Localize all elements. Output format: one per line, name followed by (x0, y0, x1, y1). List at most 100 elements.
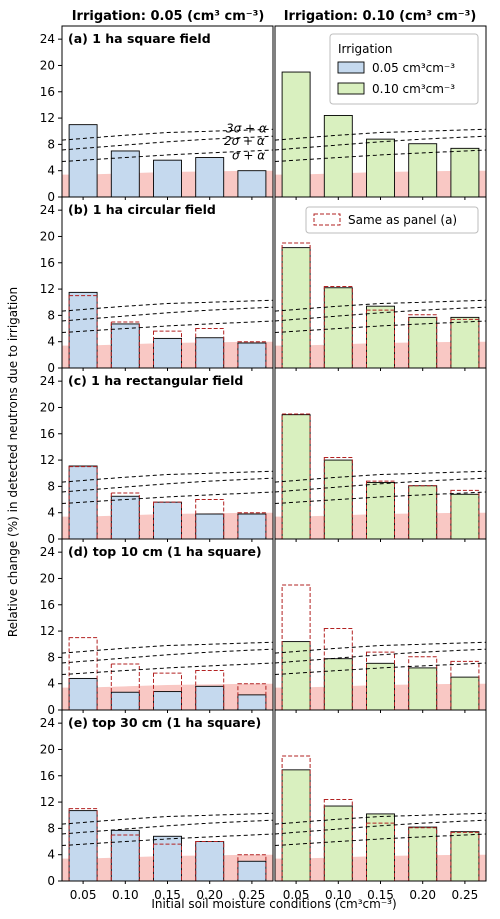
bar-right-0.20 (408, 143, 438, 198)
threshold-sigma-right (274, 149, 487, 162)
legend-swatch-0 (337, 61, 365, 74)
bar-right-0.20 (408, 316, 438, 369)
bar-left-0.05 (68, 677, 98, 711)
threshold-sigma-right (274, 662, 487, 675)
y-tick-label: 8 (47, 821, 55, 835)
threshold-3sigma-right (274, 812, 487, 825)
panel-4-left (61, 709, 274, 882)
y-tick-label: 12 (40, 795, 55, 809)
threshold-3sigma-left (61, 128, 274, 141)
y-tick-label: 20 (40, 229, 55, 243)
threshold-3sigma-right (274, 641, 487, 654)
threshold-3sigma-left (61, 470, 274, 483)
panel-1-right (274, 196, 487, 369)
panel-1-left (61, 196, 274, 369)
legend-b-swatch (313, 213, 341, 226)
label-3sigma: 3σ + α (226, 122, 267, 136)
ref-bar-right-0.05 (281, 755, 311, 882)
threshold-2sigma-right (274, 819, 487, 835)
legend-title: Irrigation (338, 42, 393, 56)
bar-left-0.20 (195, 841, 225, 882)
bar-right-0.05 (281, 641, 311, 711)
bar-right-0.25 (450, 831, 480, 882)
bar-left-0.10 (110, 829, 140, 882)
panel-2-left (61, 367, 274, 540)
x-tick-label-left: 0.15 (154, 888, 181, 902)
y-tick-label: 20 (40, 742, 55, 756)
y-tick-label: 16 (40, 769, 55, 783)
threshold-2sigma-left (61, 648, 274, 664)
legend-swatch-1 (337, 82, 365, 95)
threshold-3sigma-left (61, 812, 274, 825)
bar-right-0.25 (450, 147, 480, 198)
threshold-sigma-right (274, 320, 487, 333)
legend-same-as-a: Same as panel (a) (305, 206, 479, 234)
bar-right-0.15 (366, 305, 395, 369)
ref-bar-right-0.20 (408, 656, 438, 711)
y-tick-label: 20 (40, 571, 55, 585)
y-tick-label: 0 (47, 532, 55, 546)
ref-bar-right-0.05 (281, 413, 311, 540)
threshold-sigma-left (61, 491, 274, 504)
y-tick-label: 20 (40, 400, 55, 414)
y-tick-label: 0 (47, 361, 55, 375)
threshold-2sigma-left (61, 306, 274, 322)
y-tick-label: 16 (40, 598, 55, 612)
legend-frame (329, 33, 479, 105)
threshold-2sigma-right (274, 477, 487, 493)
y-tick-label: 20 (40, 58, 55, 72)
panel-2-right (274, 367, 487, 540)
ref-bar-right-0.20 (408, 314, 438, 369)
ref-bar-left-0.10 (110, 321, 140, 369)
y-tick-label: 8 (47, 308, 55, 322)
y-tick-label: 4 (47, 677, 55, 691)
legend-entry-1: 0.10 cm³cm⁻³ (372, 82, 455, 96)
bar-left-0.25 (237, 694, 267, 711)
bar-left-0.20 (195, 337, 225, 369)
y-tick-label: 24 (40, 203, 55, 217)
bar-right-0.20 (408, 826, 438, 882)
panel-3-left (61, 538, 274, 711)
bar-left-0.10 (110, 150, 140, 198)
bar-left-0.15 (153, 835, 182, 882)
ref-bar-left-0.10 (110, 663, 140, 711)
label-2sigma: 2σ + α (224, 134, 265, 148)
bar-left-0.10 (110, 495, 140, 540)
legend-entry-0: 0.05 cm³cm⁻³ (372, 61, 455, 75)
x-tick-label-right: 0.15 (367, 888, 394, 902)
y-tick-label: 0 (47, 190, 55, 204)
panel-title: (c) 1 ha rectangular field (68, 373, 243, 388)
y-tick-label: 12 (40, 624, 55, 638)
bar-left-0.20 (195, 157, 225, 198)
bar-right-0.05 (281, 769, 311, 882)
y-tick-label: 16 (40, 256, 55, 270)
threshold-2sigma-right (274, 648, 487, 664)
bar-right-0.25 (450, 676, 480, 711)
x-tick-label-left: 0.20 (196, 888, 223, 902)
threshold-sigma-left (61, 320, 274, 333)
y-tick-label: 8 (47, 137, 55, 151)
x-tick-label-left: 0.05 (70, 888, 97, 902)
y-tick-label: 8 (47, 650, 55, 664)
bar-right-0.25 (450, 316, 480, 369)
legend-b-label: Same as panel (a) (348, 213, 457, 227)
y-tick-label: 24 (40, 374, 55, 388)
ref-bar-right-0.20 (408, 827, 438, 882)
panels: (a) 1 ha square field 0 4 8 12 16 20 24 (b) 1 ha… (40, 25, 487, 902)
y-tick-label: 12 (40, 111, 55, 125)
bar-right-0.15 (366, 662, 395, 711)
ref-bar-right-0.05 (281, 584, 311, 711)
threshold-2sigma-right (274, 135, 487, 151)
y-tick-label: 0 (47, 874, 55, 888)
bar-right-0.10 (323, 114, 353, 198)
label-sigma: σ + α (232, 148, 265, 162)
bar-right-0.25 (450, 493, 480, 540)
bar-right-0.20 (408, 485, 438, 540)
x-axis-label: Initial soil moisture conditions (cm³cm⁻… (151, 897, 396, 911)
threshold-2sigma-left (61, 819, 274, 835)
bar-right-0.15 (366, 138, 395, 198)
panel-title: (b) 1 ha circular field (68, 202, 216, 217)
threshold-3sigma-right (274, 299, 487, 312)
y-tick-label: 4 (47, 164, 55, 178)
